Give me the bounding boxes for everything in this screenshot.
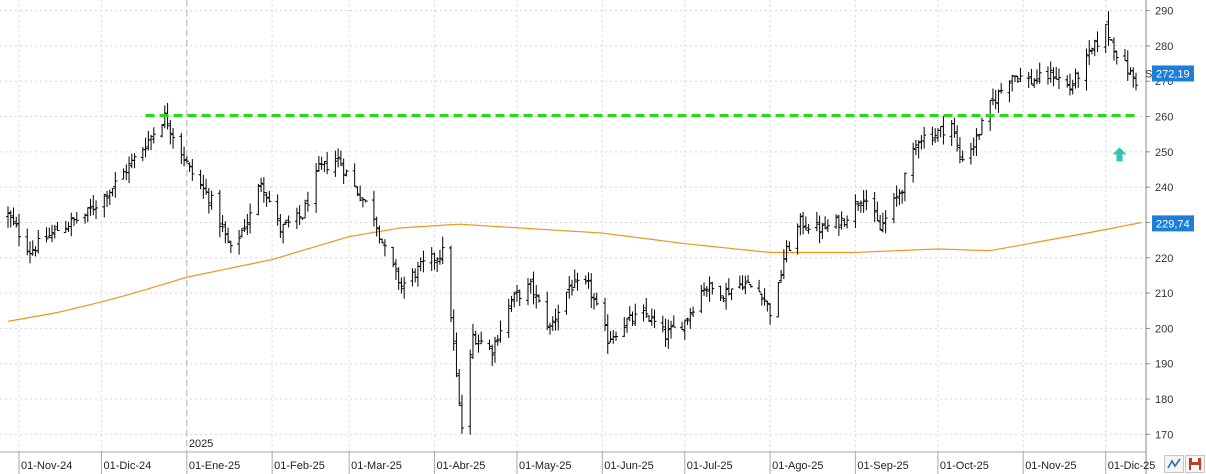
- ohlc-bars: [6, 11, 1138, 435]
- x-tick-label: 01-May-25: [519, 460, 572, 472]
- y-tick-label: 210: [1155, 288, 1173, 300]
- x-tick-label: 01-Nov-24: [21, 460, 72, 472]
- x-tick-label: 01-Dic-25: [1108, 460, 1156, 472]
- y-tick-label: 220: [1155, 253, 1173, 265]
- sma-value-badge-bg: [1152, 215, 1194, 232]
- x-tick-label: 01-Sep-25: [857, 460, 908, 472]
- x-axis-labels: 01-Nov-24 01-Dic-24 01-Ene-25 01-Feb-25 01-M…: [21, 460, 1155, 472]
- save-chart-button[interactable]: [1185, 455, 1205, 473]
- arrow-layer: [1112, 147, 1127, 162]
- year-divider-label: 2025: [189, 438, 213, 450]
- x-tick-label: 01-Abr-25: [436, 460, 485, 472]
- last-price-axis-mark: S: [1145, 68, 1152, 80]
- x-tick-label: 01-Oct-25: [940, 460, 989, 472]
- x-tick-label: 01-Dic-24: [104, 460, 152, 472]
- save-icon: [1189, 458, 1201, 470]
- y-tick-label: 200: [1155, 323, 1173, 335]
- grid-lines: [0, 0, 1146, 452]
- x-tick-label: 01-Nov-25: [1025, 460, 1076, 472]
- x-tick-label: 01-Ago-25: [772, 460, 823, 472]
- x-tick-label: 01-Mar-25: [351, 460, 402, 472]
- up-arrow-icon: [1112, 147, 1127, 162]
- y-tick-label: 280: [1155, 41, 1173, 53]
- moving-average-layer: [7, 221, 1142, 322]
- year-divider: 2025: [186, 0, 213, 452]
- y-tick-label: 240: [1155, 182, 1173, 194]
- y-tick-label: 170: [1155, 429, 1173, 441]
- x-tick-label: 01-Jul-25: [687, 460, 733, 472]
- y-tick-label: 290: [1155, 6, 1173, 18]
- x-tick-label: 01-Jun-25: [604, 460, 654, 472]
- last-price-badge: 272,19: [1156, 68, 1190, 80]
- y-tick-label: 250: [1155, 147, 1173, 159]
- sma-value-badge: 229,74: [1156, 218, 1190, 230]
- y-tick-label: 180: [1155, 394, 1173, 406]
- moving-average-line: [7, 221, 1142, 322]
- last-price-badge-bg: [1152, 65, 1194, 82]
- x-tick-label: 01-Feb-25: [274, 460, 325, 472]
- y-tick-label: 260: [1155, 112, 1173, 124]
- zoom-chart-button[interactable]: [1164, 455, 1184, 473]
- value-badges: S 272,19 229,74: [1145, 65, 1194, 232]
- x-tick-label: 01-Ene-25: [189, 460, 240, 472]
- y-tick-label: 190: [1155, 359, 1173, 371]
- zigzag-icon: [1167, 458, 1181, 469]
- axes: [0, 0, 1150, 474]
